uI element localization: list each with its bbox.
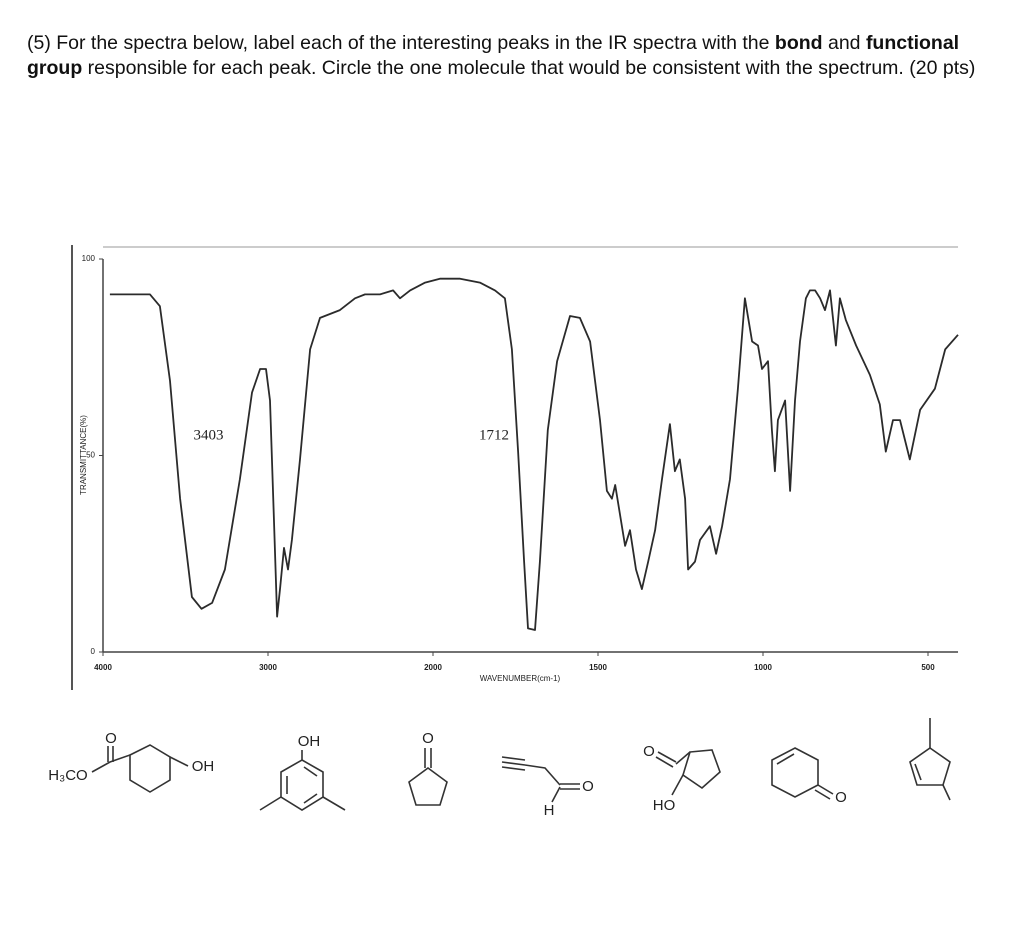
atom-label: OH xyxy=(192,758,215,775)
x-axis-title: WAVENUMBER(cm-1) xyxy=(480,674,561,683)
atom-label: HO xyxy=(653,797,676,814)
atom-label: H₃CO xyxy=(48,767,87,784)
molecule: O xyxy=(771,747,847,806)
question-text: and xyxy=(822,32,866,54)
molecule: O H₃CO OH xyxy=(48,730,215,793)
atom-label: O xyxy=(105,730,117,747)
x-tick-label: 2000 xyxy=(424,663,442,672)
molecule: OH xyxy=(259,733,346,811)
question-bold: functional group xyxy=(27,32,960,79)
y-axis-title: TRANSMITTANCE(%) xyxy=(79,415,88,495)
x-tick-label: 1500 xyxy=(589,663,607,672)
x-tick-label: 1000 xyxy=(754,663,772,672)
atom-label: O xyxy=(422,730,434,747)
y-tick-label: 50 xyxy=(86,451,95,460)
molecule: O HO xyxy=(643,743,721,814)
x-tick-label: 4000 xyxy=(94,663,112,672)
molecule: O xyxy=(408,730,448,806)
question-bold: bond xyxy=(774,32,823,54)
question-text: (5) For the spectra below, label each of… xyxy=(27,32,775,54)
y-tick-label: 100 xyxy=(82,254,96,263)
atom-label: OH xyxy=(298,733,321,750)
molecule xyxy=(909,718,951,801)
peak-label: 3403 xyxy=(194,427,224,443)
question-text: responsible for each peak. Circle the on… xyxy=(82,57,976,79)
atom-label: O xyxy=(582,778,594,795)
y-tick-label: 0 xyxy=(91,647,96,656)
atom-label: H xyxy=(544,802,555,819)
question: (5) For the spectra below, label each of… xyxy=(27,31,977,81)
x-tick-label: 500 xyxy=(921,663,935,672)
molecules: O H₃CO OH OH O O H O xyxy=(48,718,951,819)
molecule: O H xyxy=(501,756,594,819)
atom-label: O xyxy=(643,743,655,760)
peak-label: 1712 xyxy=(479,427,509,443)
x-tick-label: 3000 xyxy=(259,663,277,672)
spectrum-line xyxy=(109,277,959,631)
atom-label: O xyxy=(835,789,847,806)
